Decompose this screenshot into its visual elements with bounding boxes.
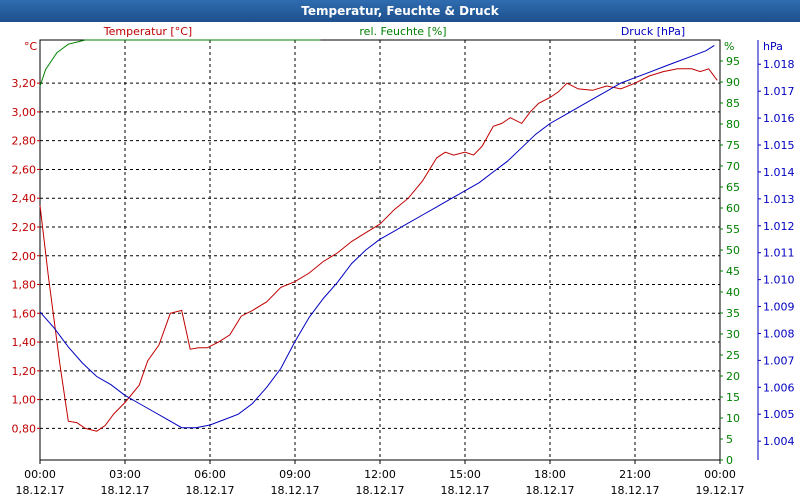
temp-tick-label: 1,40 — [12, 336, 37, 349]
pressure-series-title: Druck [hPa] — [621, 25, 685, 38]
temp-tick-label: 2,40 — [12, 192, 37, 205]
x-tick-time: 06:00 — [194, 468, 226, 481]
pressure-tick-label: 1.011 — [763, 247, 795, 260]
temp-tick-label: 2,00 — [12, 250, 37, 263]
humidity-tick-label: 20 — [726, 370, 740, 383]
x-tick-date: 18.12.17 — [101, 484, 150, 497]
pressure-tick-label: 1.016 — [763, 112, 795, 125]
axes — [37, 40, 761, 464]
x-tick-time: 21:00 — [619, 468, 651, 481]
temp-tick-label: 1,00 — [12, 394, 37, 407]
x-tick-date: 18.12.17 — [271, 484, 320, 497]
temp-tick-label: 2,80 — [12, 135, 37, 148]
temperature-line — [39, 68, 718, 432]
pressure-tick-label: 1.015 — [763, 139, 795, 152]
temp-tick-label: 3,00 — [12, 106, 37, 119]
x-tick-time: 18:00 — [534, 468, 566, 481]
window-title: Temperatur, Feuchte & Druck — [0, 0, 800, 22]
x-tick-date: 18.12.17 — [186, 484, 235, 497]
humidity-tick-label: 70 — [726, 160, 740, 173]
pressure-tick-label: 1.008 — [763, 327, 795, 340]
pressure-tick-label: 1.013 — [763, 193, 795, 206]
pressure-tick-label: 1.009 — [763, 301, 795, 314]
temp-tick-label: 0,80 — [12, 422, 37, 435]
temp-tick-label: 1,80 — [12, 279, 37, 292]
humidity-tick-label: 25 — [726, 349, 740, 362]
humidity-tick-label: 60 — [726, 202, 740, 215]
x-tick-date: 18.12.17 — [441, 484, 490, 497]
x-tick-time: 09:00 — [279, 468, 311, 481]
x-tick-time: 00:00 — [704, 468, 736, 481]
pressure-line — [39, 44, 715, 429]
humidity-tick-label: 5 — [726, 433, 733, 446]
x-tick-time: 03:00 — [109, 468, 141, 481]
temp-tick-label: 1,20 — [12, 365, 37, 378]
humidity-series-title: rel. Feuchte [%] — [359, 25, 446, 38]
x-tick-date: 19.12.17 — [696, 484, 745, 497]
grid — [39, 39, 721, 461]
humidity-tick-label: 50 — [726, 244, 740, 257]
pressure-tick-label: 1.014 — [763, 166, 795, 179]
humidity-tick-label: 95 — [726, 55, 740, 68]
humidity-tick-label: 80 — [726, 118, 740, 131]
pressure-tick-label: 1.007 — [763, 354, 795, 367]
pressure-tick-label: 1.006 — [763, 381, 795, 394]
pressure-unit-label: hPa — [763, 40, 783, 53]
x-tick-date: 18.12.17 — [16, 484, 65, 497]
humidity-tick-label: 75 — [726, 139, 740, 152]
x-tick-time: 00:00 — [24, 468, 56, 481]
x-tick-time: 15:00 — [449, 468, 481, 481]
temp-tick-label: 2,20 — [12, 221, 37, 234]
x-tick-time: 12:00 — [364, 468, 396, 481]
humidity-unit-label: % — [724, 40, 734, 53]
series — [39, 39, 718, 432]
humidity-line — [39, 39, 321, 87]
temp-tick-label: 2,60 — [12, 163, 37, 176]
humidity-tick-label: 30 — [726, 328, 740, 341]
x-tick-date: 18.12.17 — [356, 484, 405, 497]
temp-series-title: Temperatur [°C] — [103, 25, 192, 38]
labels: 00:00 18.12.17 03:00 18.12.17 06:00 18.12.17 0… — [12, 25, 795, 497]
pressure-tick-label: 1.018 — [763, 58, 795, 71]
pressure-tick-label: 1.012 — [763, 220, 795, 233]
humidity-tick-label: 45 — [726, 265, 740, 278]
pressure-tick-label: 1.017 — [763, 85, 795, 98]
pressure-tick-label: 1.010 — [763, 274, 795, 287]
humidity-tick-label: 90 — [726, 76, 740, 89]
temp-tick-label: 3,20 — [12, 77, 37, 90]
humidity-tick-label: 85 — [726, 97, 740, 110]
humidity-tick-label: 40 — [726, 286, 740, 299]
pressure-tick-label: 1.004 — [763, 435, 795, 448]
humidity-tick-label: 55 — [726, 223, 740, 236]
humidity-tick-label: 15 — [726, 391, 740, 404]
x-tick-date: 18.12.17 — [526, 484, 575, 497]
humidity-tick-label: 35 — [726, 307, 740, 320]
humidity-tick-label: 65 — [726, 181, 740, 194]
humidity-tick-label: 0 — [726, 454, 733, 467]
temp-tick-label: 1,60 — [12, 307, 37, 320]
x-tick-date: 18.12.17 — [611, 484, 660, 497]
humidity-tick-label: 10 — [726, 412, 740, 425]
temp-unit-label: °C — [24, 40, 38, 53]
pressure-tick-label: 1.005 — [763, 408, 795, 421]
